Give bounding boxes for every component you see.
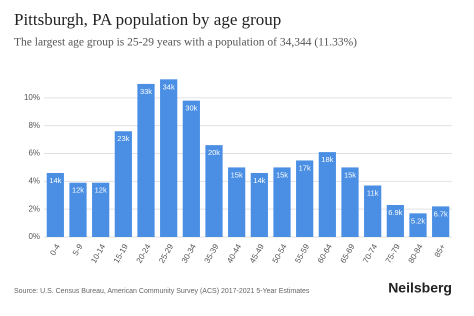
x-tick-label: 25-29 <box>157 242 175 265</box>
data-label: 5.2k <box>411 216 425 225</box>
data-label: 34k <box>163 82 175 91</box>
data-label: 15k <box>231 170 243 179</box>
chart-title: Pittsburgh, PA population by age group <box>14 10 281 29</box>
bar <box>69 182 87 237</box>
bar <box>46 172 64 237</box>
brand: Neilsberg <box>388 280 452 296</box>
data-label: 12k <box>72 186 84 195</box>
data-label: 30k <box>185 104 197 113</box>
x-tick-label: 20-24 <box>135 242 153 265</box>
data-label: 12k <box>95 186 107 195</box>
x-tick-label: 55-59 <box>293 242 311 265</box>
bar <box>137 83 155 238</box>
bar <box>318 152 336 237</box>
y-tick-label: 2% <box>28 204 40 213</box>
x-tick-label: 35-39 <box>203 242 221 265</box>
x-tick-label: 0-4 <box>48 242 62 257</box>
bar <box>273 167 291 237</box>
x-tick-label: 75-79 <box>384 242 402 265</box>
x-tick-label: 30-34 <box>180 242 198 265</box>
bar <box>432 206 450 237</box>
data-label: 6.7k <box>434 209 448 218</box>
x-tick-label: 5-9 <box>71 242 85 257</box>
chart-subtitle: The largest age group is 25-29 years wit… <box>14 37 357 49</box>
x-tick-label: 65-69 <box>339 242 357 265</box>
data-label: 6.9k <box>388 208 402 217</box>
data-label: 33k <box>140 87 152 96</box>
bar <box>296 160 314 237</box>
x-tick-label: 60-64 <box>316 242 334 265</box>
data-label: 15k <box>344 170 356 179</box>
bar <box>409 213 427 237</box>
y-tick-label: 4% <box>28 176 40 185</box>
x-tick-label: 40-44 <box>225 242 243 265</box>
source: Source: U.S. Census Bureau, American Com… <box>14 288 310 295</box>
x-tick-label: 70-74 <box>361 242 379 265</box>
data-label: 14k <box>49 176 61 185</box>
data-label: 17k <box>299 163 311 172</box>
y-tick-label: 10% <box>24 93 40 102</box>
data-label: 14k <box>253 176 265 185</box>
x-tick-label: 10-14 <box>89 242 107 265</box>
bar <box>386 204 404 237</box>
x-tick-label: 15-19 <box>112 242 130 265</box>
x-tick-label: 85+ <box>433 242 448 259</box>
data-label: 15k <box>276 170 288 179</box>
y-tick-label: 0% <box>28 232 40 241</box>
data-label: 20k <box>208 148 220 157</box>
x-tick-label: 80-84 <box>407 242 425 265</box>
bar <box>341 167 359 237</box>
bar <box>205 145 223 237</box>
data-label: 11k <box>367 188 379 197</box>
bar <box>114 131 132 237</box>
bar <box>228 167 246 237</box>
y-tick-label: 6% <box>28 149 40 158</box>
y-tick-label: 8% <box>28 121 40 130</box>
data-label: 23k <box>117 134 129 143</box>
data-label: 18k <box>321 155 333 164</box>
x-tick-label: 45-49 <box>248 242 266 265</box>
bar <box>250 172 268 237</box>
x-tick-label: 50-54 <box>271 242 289 265</box>
bar <box>160 79 178 238</box>
bar <box>92 182 110 237</box>
bar <box>182 100 200 237</box>
bar <box>364 185 382 237</box>
